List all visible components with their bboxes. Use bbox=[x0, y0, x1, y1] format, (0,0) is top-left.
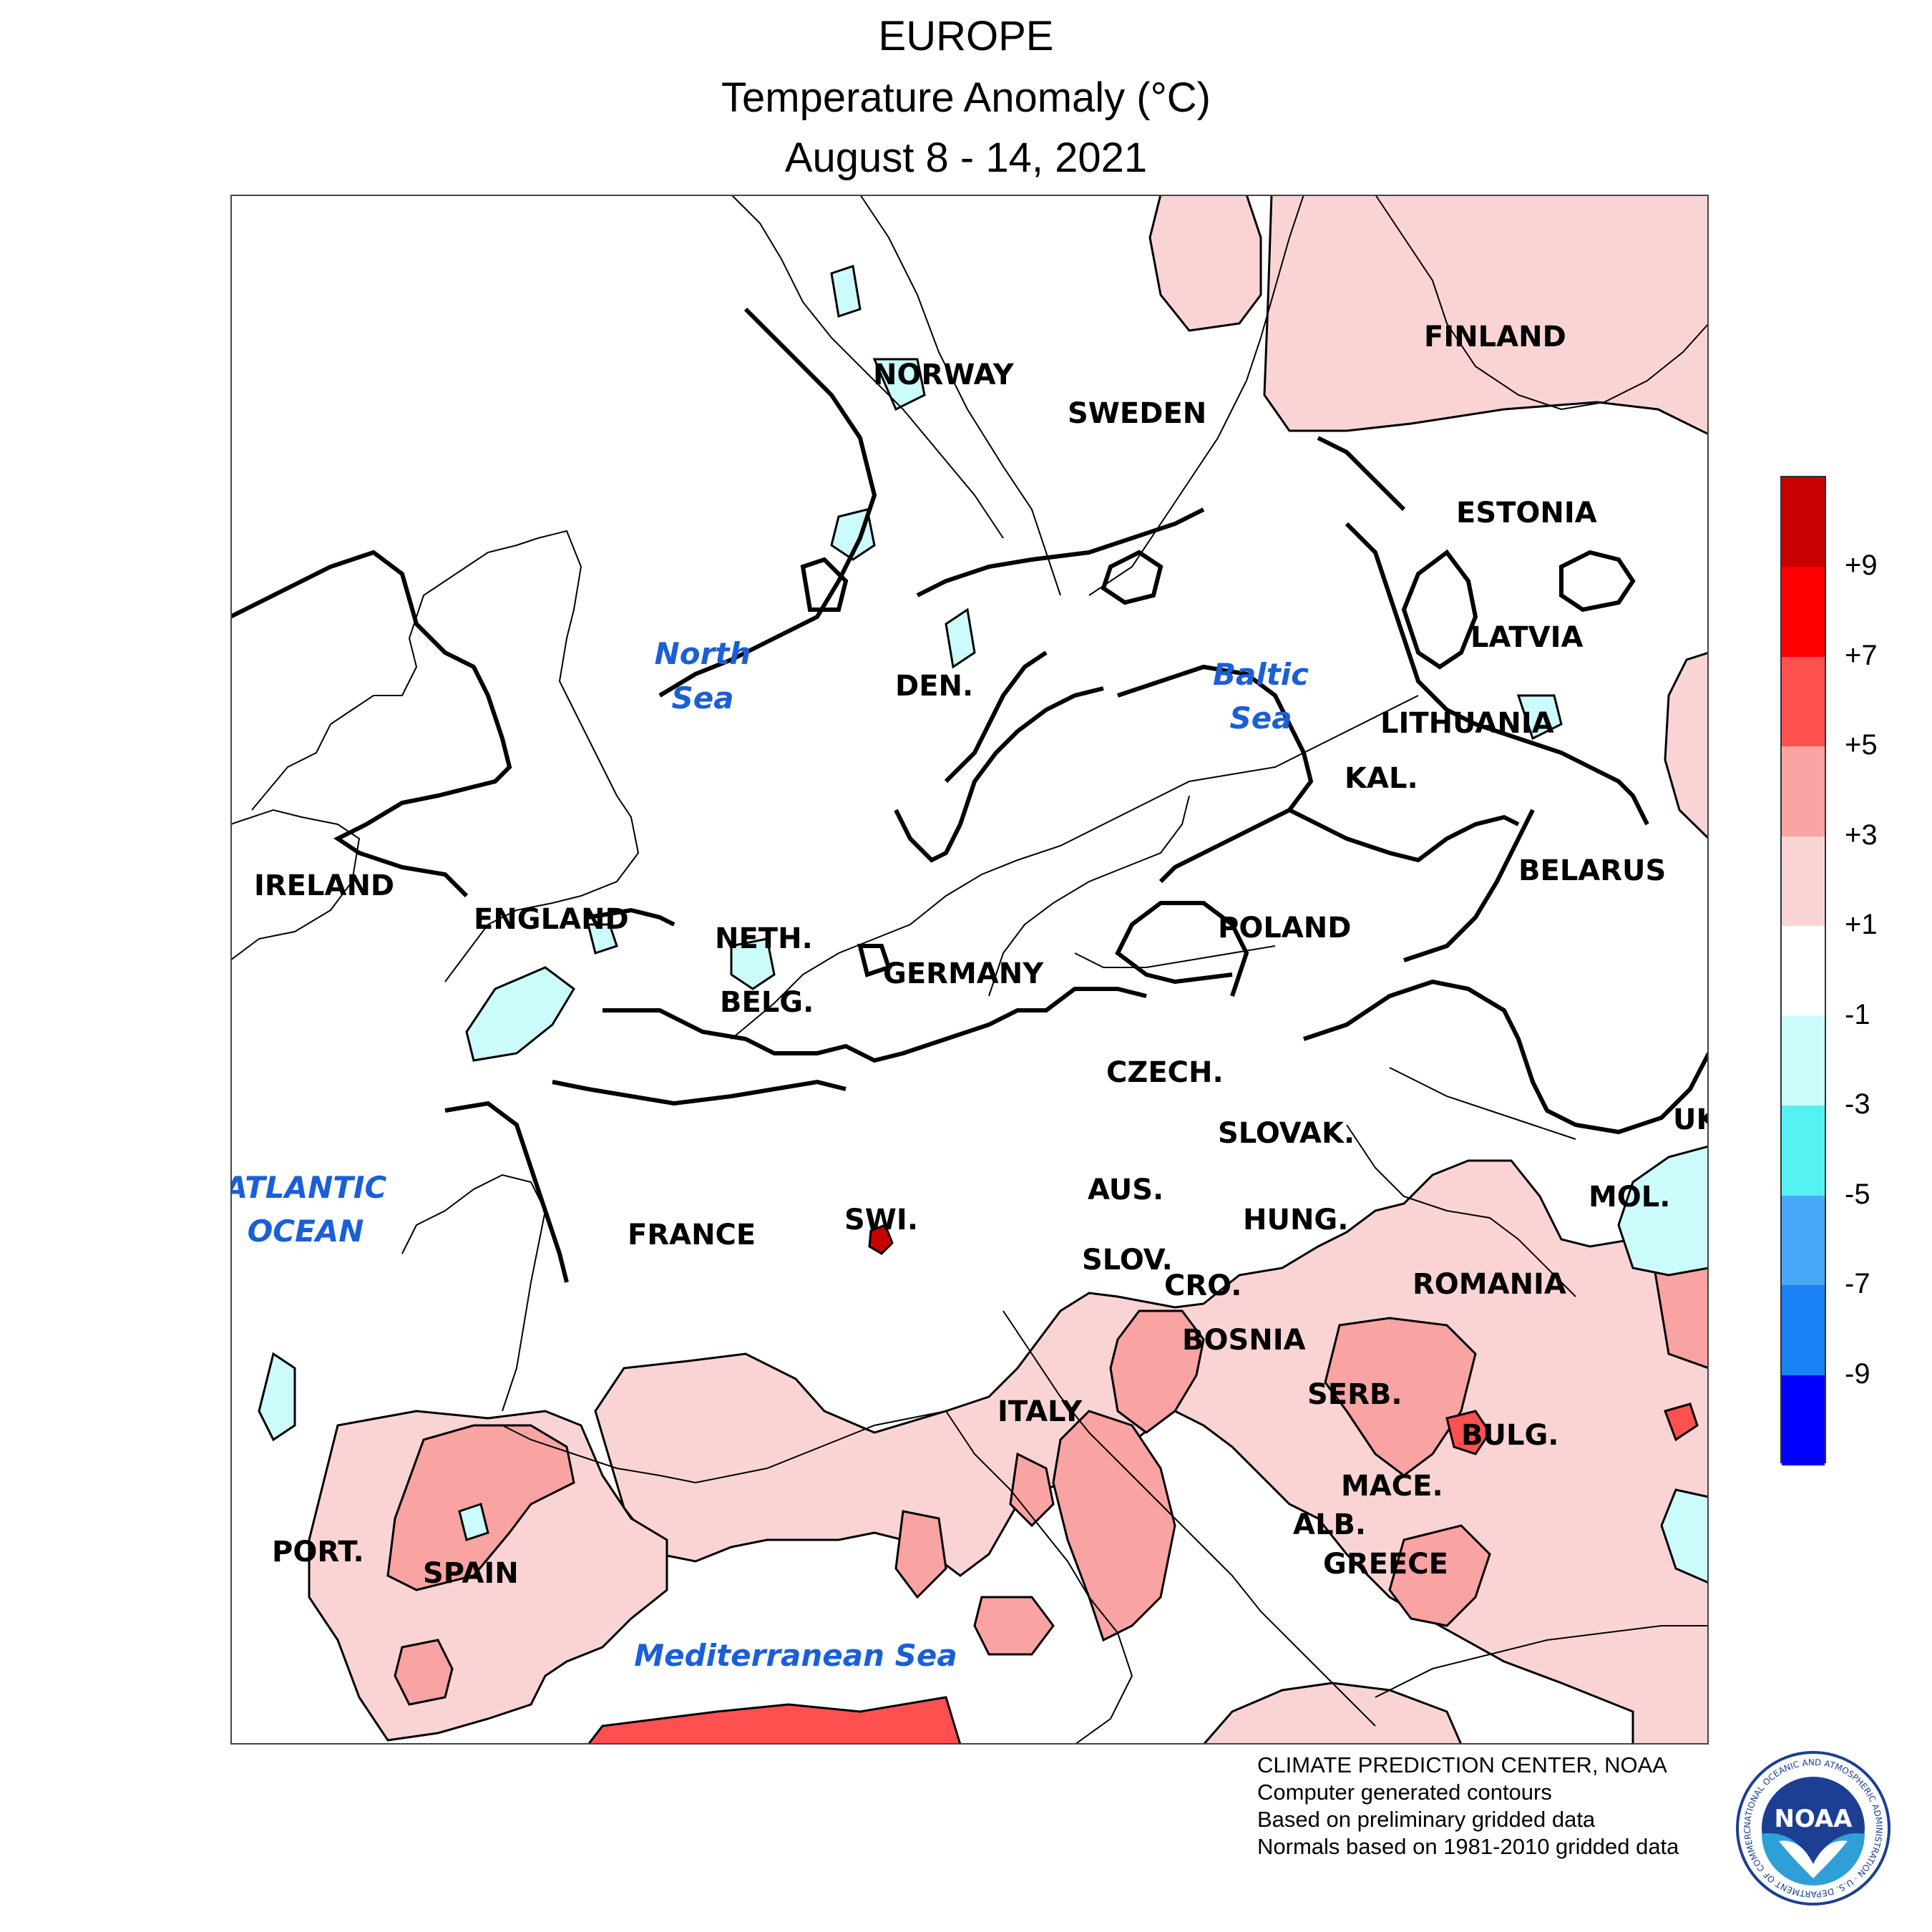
legend-swatch-6 bbox=[1782, 1015, 1825, 1107]
label-serb: SERB. bbox=[1307, 1378, 1402, 1411]
label-atlantic-2: OCEAN bbox=[248, 1214, 364, 1249]
label-swi: SWI. bbox=[844, 1204, 918, 1236]
credit-line-2: Computer generated contours bbox=[1257, 1780, 1552, 1805]
coastlines bbox=[230, 195, 1709, 1745]
map-frame bbox=[230, 195, 1709, 1745]
label-czech: CZECH. bbox=[1106, 1056, 1224, 1089]
legend-swatch-4 bbox=[1782, 836, 1825, 927]
label-latvia: LATVIA bbox=[1470, 621, 1583, 654]
label-romania: ROMANIA bbox=[1413, 1268, 1566, 1301]
label-poland: POLAND bbox=[1218, 912, 1351, 945]
anomaly-zone-plus7 bbox=[868, 1224, 894, 1255]
label-baltic-sea-2: Sea bbox=[1229, 701, 1292, 736]
legend-tick-label: -3 bbox=[1845, 1088, 1870, 1121]
label-mediterranean: Mediterranean Sea bbox=[634, 1638, 957, 1673]
label-greece: GREECE bbox=[1323, 1548, 1448, 1581]
map-title: EUROPE bbox=[878, 13, 1054, 59]
legend-tick-label: +1 bbox=[1845, 909, 1878, 941]
label-germany: GERMANY bbox=[883, 957, 1044, 990]
legend-swatch-8 bbox=[1782, 1195, 1825, 1287]
label-port: PORT. bbox=[272, 1536, 364, 1568]
credit-line-1: CLIMATE PREDICTION CENTER, NOAA bbox=[1257, 1752, 1667, 1777]
anomaly-zone-plus5 bbox=[587, 1402, 1699, 1745]
label-alb: ALB. bbox=[1293, 1508, 1366, 1541]
label-neth: NETH. bbox=[715, 922, 813, 955]
label-den: DEN. bbox=[895, 670, 973, 703]
legend-tick-label: +5 bbox=[1845, 729, 1878, 761]
label-belarus: BELARUS bbox=[1518, 854, 1666, 887]
sea-labels: North Sea Baltic Sea ATLANTIC OCEAN Medi… bbox=[230, 636, 1309, 1673]
label-north-sea-1: North bbox=[655, 636, 751, 671]
legend-swatch-9 bbox=[1782, 1285, 1825, 1376]
legend-tick-label: +3 bbox=[1845, 819, 1878, 851]
label-finland: FINLAND bbox=[1424, 321, 1566, 353]
logo-text: NOAA bbox=[1774, 1805, 1853, 1833]
label-hung: HUNG. bbox=[1243, 1204, 1348, 1236]
label-lithuania: LITHUANIA bbox=[1380, 707, 1554, 740]
label-france: FRANCE bbox=[628, 1219, 756, 1252]
label-mace: MACE. bbox=[1341, 1470, 1443, 1503]
label-kal: KAL. bbox=[1345, 762, 1418, 795]
legend-tick-label: -7 bbox=[1845, 1268, 1870, 1300]
anomaly-zone-minus1 bbox=[258, 265, 1709, 1584]
label-north-sea-2: Sea bbox=[671, 680, 733, 716]
anomaly-zone-plus3 bbox=[386, 1252, 1709, 1706]
label-estonia: ESTONIA bbox=[1456, 497, 1597, 530]
legend-tick-label: +9 bbox=[1845, 550, 1878, 582]
credit-line-4: Normals based on 1981-2010 gridded data bbox=[1257, 1834, 1679, 1859]
legend-tick-label: -1 bbox=[1845, 998, 1870, 1030]
anomaly-map: FINLAND NORWAY SWEDEN ESTONIA LATVIA LIT… bbox=[230, 195, 1709, 1745]
label-spain: SPAIN bbox=[423, 1557, 519, 1590]
map-subtitle: Temperature Anomaly (°C) bbox=[721, 74, 1211, 121]
legend-swatch-3 bbox=[1782, 746, 1825, 837]
label-italy: ITALY bbox=[997, 1395, 1083, 1428]
label-uk: UK bbox=[1673, 1103, 1709, 1136]
noaa-logo: NATIONAL OCEANIC AND ATMOSPHERIC ADMINIS… bbox=[1732, 1742, 1892, 1907]
zero-contours bbox=[230, 307, 1709, 1283]
label-belg: BELG. bbox=[720, 986, 814, 1019]
label-aus: AUS. bbox=[1088, 1174, 1163, 1206]
legend-swatch-0 bbox=[1782, 477, 1825, 568]
legend-swatch-2 bbox=[1782, 656, 1825, 748]
legend-tick-label: -5 bbox=[1845, 1178, 1870, 1210]
label-norway: NORWAY bbox=[873, 358, 1015, 391]
legend-swatch-10 bbox=[1782, 1375, 1825, 1465]
legend-tick-label: +7 bbox=[1845, 639, 1878, 671]
label-atlantic-1: ATLANTIC bbox=[230, 1170, 387, 1205]
label-bulg: BULG. bbox=[1461, 1419, 1558, 1452]
label-england: ENGLAND bbox=[474, 903, 629, 936]
label-ireland: IRELAND bbox=[254, 869, 394, 902]
color-legend bbox=[1780, 476, 1826, 1465]
country-labels: FINLAND NORWAY SWEDEN ESTONIA LATVIA LIT… bbox=[254, 321, 1709, 1590]
legend-swatch-7 bbox=[1782, 1106, 1825, 1196]
label-baltic-sea-1: Baltic bbox=[1213, 657, 1309, 692]
map-date-range: August 8 - 14, 2021 bbox=[784, 135, 1148, 181]
label-bosnia: BOSNIA bbox=[1182, 1324, 1306, 1357]
legend-tick-label: -9 bbox=[1845, 1357, 1870, 1390]
label-sweden: SWEDEN bbox=[1068, 397, 1206, 430]
credit-line-3: Based on preliminary gridded data bbox=[1257, 1807, 1596, 1832]
label-mol: MOL. bbox=[1589, 1181, 1671, 1214]
legend-swatch-5 bbox=[1782, 926, 1825, 1017]
label-slov: SLOV. bbox=[1082, 1244, 1173, 1277]
legend-swatch-1 bbox=[1782, 567, 1825, 658]
label-cro: CRO. bbox=[1164, 1269, 1241, 1302]
label-slovak: SLOVAK. bbox=[1218, 1117, 1355, 1150]
